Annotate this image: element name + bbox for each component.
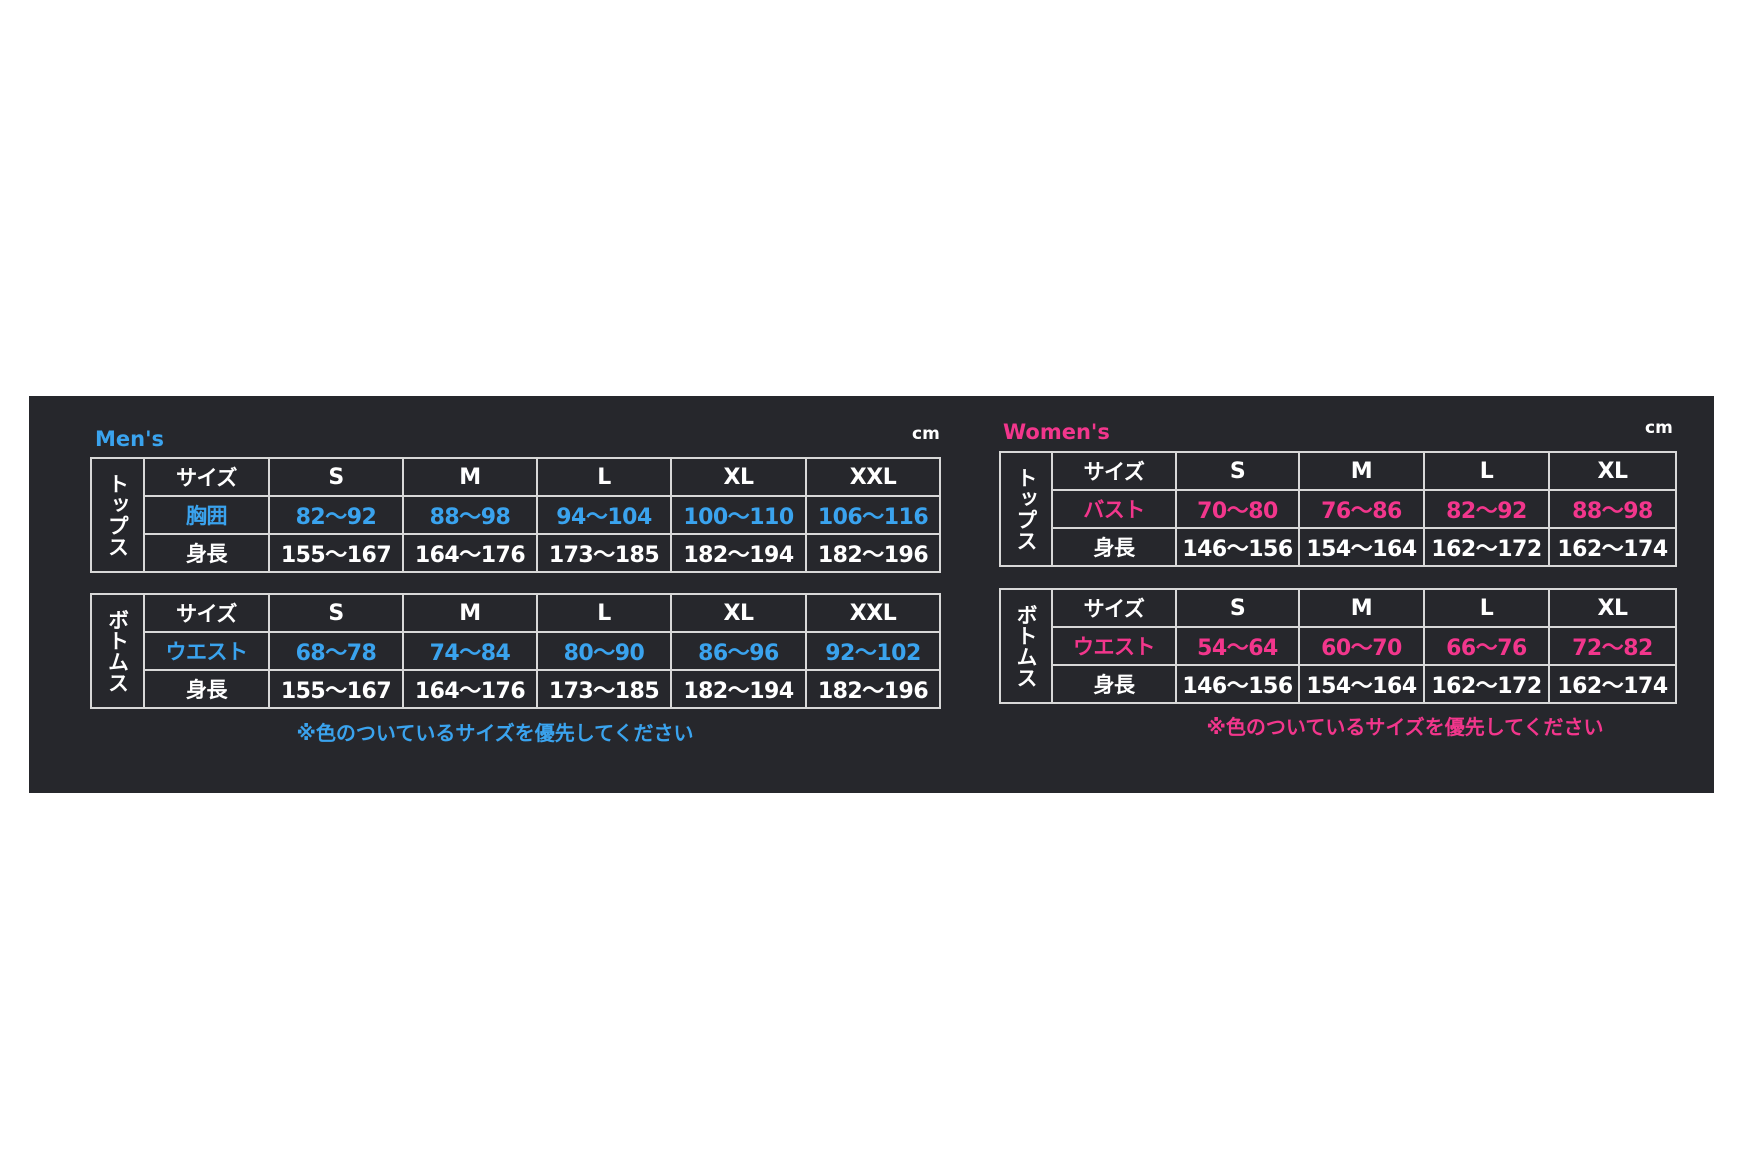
section-label: トップス (90, 457, 145, 573)
size-value: 106〜116 (805, 495, 941, 535)
table-row: 胸囲 82〜92 88〜98 94〜104 100〜110 106〜116 (91, 495, 941, 535)
size-header: M (1298, 588, 1425, 628)
header-row: ボトムス サイズ S M L XL (999, 588, 1677, 704)
size-value: 82〜92 (1423, 489, 1550, 529)
size-header: L (1423, 588, 1550, 628)
size-table: トップス サイズ S M L XL XXL 胸囲 82〜92 88〜98 94〜104 100〜110… (90, 457, 941, 573)
row-label: 身長 (143, 669, 270, 709)
section-label: トップス (999, 451, 1053, 567)
size-header: S (268, 593, 404, 633)
header-row: トップス サイズ S M L XL (999, 451, 1677, 567)
row-label: 身長 (1051, 664, 1177, 704)
table-row: 身長 155〜167 164〜176 173〜185 182〜194 182〜196 (91, 669, 941, 709)
size-value: 162〜174 (1548, 664, 1677, 704)
size-value: 182〜196 (805, 533, 941, 573)
row-label: 身長 (1051, 527, 1177, 567)
size-header: S (1175, 451, 1300, 491)
size-value: 70〜80 (1175, 489, 1300, 529)
size-value: 162〜174 (1548, 527, 1677, 567)
womens-note: ※色のついているサイズを優先してください (1206, 715, 1604, 739)
mens-unit: cm (912, 424, 940, 444)
header-row: トップス サイズ S M L XL XXL (90, 457, 941, 573)
section-label: ボトムス (90, 593, 145, 709)
row-label: ウエスト (143, 631, 270, 671)
size-value: 146〜156 (1175, 664, 1300, 704)
size-table: トップス サイズ S M L XL バスト 70〜80 76〜86 82〜92 88〜98 身長 146… (999, 451, 1677, 567)
size-value: 60〜70 (1298, 626, 1425, 666)
row-label: バスト (1051, 489, 1177, 529)
size-header-label: サイズ (143, 457, 270, 497)
size-header: XL (670, 457, 807, 497)
size-value: 173〜185 (536, 669, 672, 709)
size-value: 182〜194 (670, 533, 807, 573)
size-header: M (402, 593, 538, 633)
womens-unit: cm (1645, 418, 1673, 438)
size-value: 74〜84 (402, 631, 538, 671)
table-row: 身長 146〜156 154〜164 162〜172 162〜174 (1000, 664, 1677, 704)
size-value: 173〜185 (536, 533, 672, 573)
size-header-label: サイズ (1051, 451, 1177, 491)
size-header: M (402, 457, 538, 497)
size-value: 80〜90 (536, 631, 672, 671)
size-value: 164〜176 (402, 669, 538, 709)
size-header: XXL (805, 593, 941, 633)
size-header: L (536, 593, 672, 633)
size-value: 182〜196 (805, 669, 941, 709)
size-header: XL (670, 593, 807, 633)
size-value: 72〜82 (1548, 626, 1677, 666)
mens-note: ※色のついているサイズを優先してください (296, 721, 694, 745)
size-value: 88〜98 (402, 495, 538, 535)
row-label: 身長 (143, 533, 270, 573)
size-header: S (1175, 588, 1300, 628)
size-value: 182〜194 (670, 669, 807, 709)
size-value: 82〜92 (268, 495, 404, 535)
size-value: 86〜96 (670, 631, 807, 671)
size-header: L (536, 457, 672, 497)
row-label: 胸囲 (143, 495, 270, 535)
size-value: 88〜98 (1548, 489, 1677, 529)
size-value: 100〜110 (670, 495, 807, 535)
size-value: 66〜76 (1423, 626, 1550, 666)
table-row: 身長 155〜167 164〜176 173〜185 182〜194 182〜196 (91, 533, 941, 573)
size-header: S (268, 457, 404, 497)
size-value: 164〜176 (402, 533, 538, 573)
header-row: ボトムス サイズ S M L XL XXL (90, 593, 941, 709)
size-header: XL (1548, 451, 1677, 491)
table-row: バスト 70〜80 76〜86 82〜92 88〜98 (1000, 489, 1677, 529)
row-label: ウエスト (1051, 626, 1177, 666)
size-value: 155〜167 (268, 533, 404, 573)
size-table: ボトムス サイズ S M L XL XXL ウエスト 68〜78 74〜84 80〜90 86〜96 9… (90, 593, 941, 709)
size-header-label: サイズ (1051, 588, 1177, 628)
size-value: 154〜164 (1298, 664, 1425, 704)
womens-title: Women's (1003, 420, 1110, 444)
size-value: 68〜78 (268, 631, 404, 671)
size-value: 92〜102 (805, 631, 941, 671)
section-label: ボトムス (999, 588, 1053, 704)
size-header: L (1423, 451, 1550, 491)
size-value: 162〜172 (1423, 664, 1550, 704)
size-value: 154〜164 (1298, 527, 1425, 567)
size-header: XXL (805, 457, 941, 497)
size-value: 94〜104 (536, 495, 672, 535)
size-header-label: サイズ (143, 593, 270, 633)
size-value: 146〜156 (1175, 527, 1300, 567)
table-row: ウエスト 54〜64 60〜70 66〜76 72〜82 (1000, 626, 1677, 666)
size-value: 162〜172 (1423, 527, 1550, 567)
size-header: M (1298, 451, 1425, 491)
size-value: 54〜64 (1175, 626, 1300, 666)
mens-title: Men's (95, 427, 165, 451)
size-value: 76〜86 (1298, 489, 1425, 529)
table-row: ウエスト 68〜78 74〜84 80〜90 86〜96 92〜102 (91, 631, 941, 671)
size-header: XL (1548, 588, 1677, 628)
size-value: 155〜167 (268, 669, 404, 709)
size-table: ボトムス サイズ S M L XL ウエスト 54〜64 60〜70 66〜76 72〜82 身長 14… (999, 588, 1677, 704)
table-row: 身長 146〜156 154〜164 162〜172 162〜174 (1000, 527, 1677, 567)
